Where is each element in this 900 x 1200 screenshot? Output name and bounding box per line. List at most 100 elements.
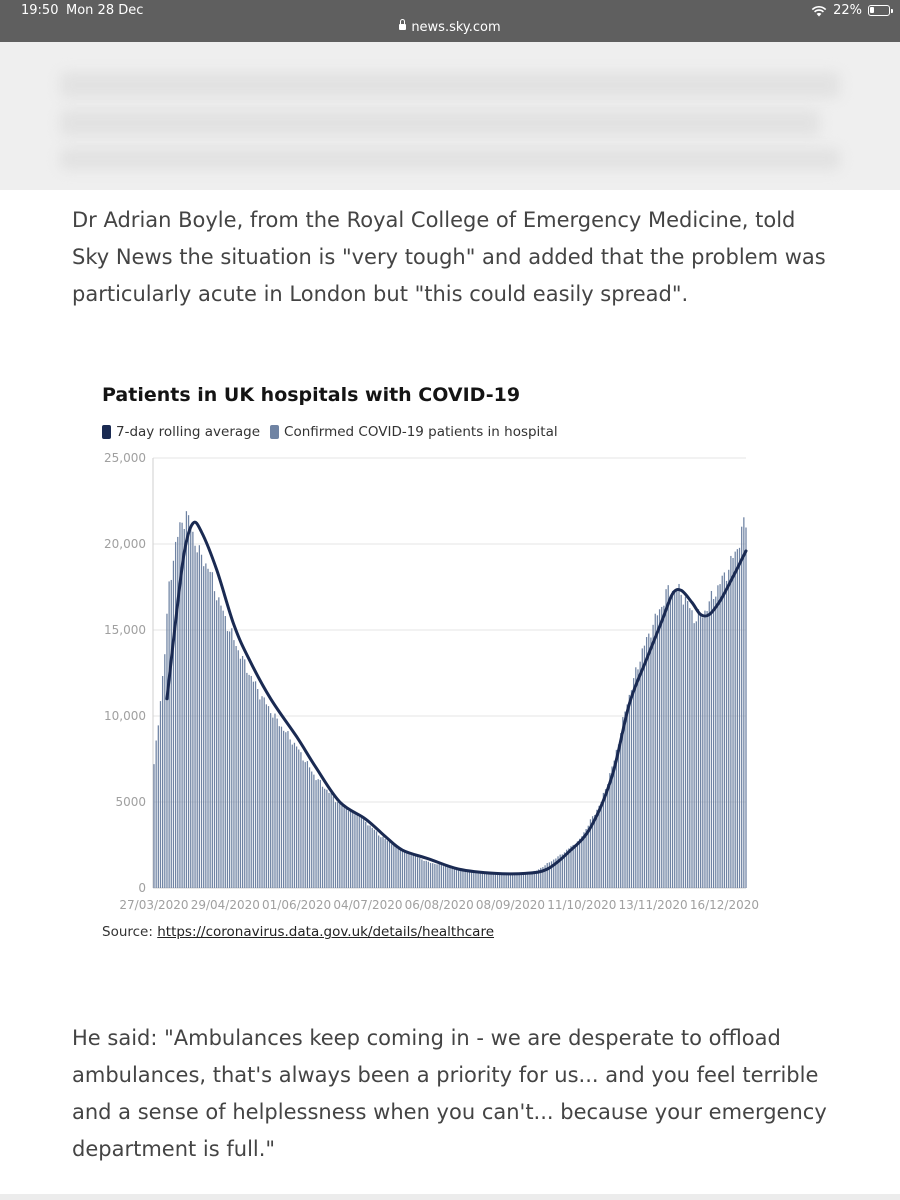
bar (455, 868, 458, 888)
bar (384, 838, 386, 888)
bar (213, 591, 216, 888)
bar (285, 732, 287, 888)
bar (187, 515, 190, 888)
wifi-icon (811, 5, 827, 16)
bar (218, 597, 220, 888)
bar (198, 545, 200, 888)
bar (291, 744, 293, 888)
bar (706, 611, 708, 888)
status-indicators: 22% (811, 3, 893, 18)
bar (550, 861, 553, 888)
bar (241, 656, 244, 888)
bar (725, 580, 728, 888)
bar (738, 547, 741, 888)
bar (620, 733, 622, 888)
bar (425, 860, 427, 888)
bar (559, 854, 561, 888)
bar (194, 545, 196, 888)
bar (540, 867, 542, 888)
bar (715, 596, 717, 888)
bar (231, 628, 233, 888)
bar (259, 699, 261, 888)
legend-label-patients: Confirmed COVID-19 patients in hospital (284, 424, 558, 440)
bar (712, 599, 715, 888)
bar (352, 810, 354, 888)
bar (304, 762, 306, 888)
bar (557, 856, 559, 888)
bar (648, 633, 650, 888)
bar (468, 870, 471, 888)
bar (386, 840, 388, 888)
bar (641, 648, 643, 888)
bar (499, 873, 501, 888)
bar (432, 863, 434, 888)
bar (615, 749, 617, 888)
bar (710, 590, 713, 888)
bar (684, 596, 687, 888)
bar (183, 528, 185, 888)
bar (637, 669, 639, 888)
bar (643, 645, 646, 888)
bar (671, 590, 674, 888)
bar (222, 610, 224, 888)
bar (687, 601, 689, 888)
bar (410, 855, 412, 888)
bar (572, 844, 574, 888)
bar (380, 837, 382, 888)
bar (224, 616, 226, 888)
bar (568, 848, 570, 888)
x-tick-label: 04/07/2020 (333, 898, 402, 912)
bar (369, 825, 371, 888)
bar (263, 697, 265, 888)
y-tick-label: 25,000 (104, 451, 146, 465)
bar (373, 829, 376, 888)
bar (399, 849, 401, 888)
bar (466, 870, 468, 888)
bar (397, 847, 399, 888)
bar (680, 594, 682, 888)
bar (579, 838, 581, 888)
bar (501, 873, 503, 888)
bar (440, 865, 442, 888)
bar (524, 872, 527, 888)
bar (177, 536, 179, 888)
bar (153, 764, 155, 888)
bar (365, 821, 367, 888)
bar (745, 527, 747, 888)
address-bar[interactable]: news.sky.com (0, 18, 900, 35)
bar (598, 805, 600, 888)
bar (334, 802, 337, 888)
bar (332, 796, 334, 888)
bar (630, 690, 633, 888)
bar (723, 572, 726, 888)
bar (293, 742, 296, 888)
bar (736, 549, 738, 888)
bar (626, 704, 628, 888)
bar (375, 831, 378, 888)
bar (555, 858, 557, 888)
bar (172, 560, 175, 888)
bar (490, 872, 492, 888)
bar (339, 802, 341, 888)
chart-title: Patients in UK hospitals with COVID-19 (102, 384, 521, 406)
bar (583, 832, 585, 888)
battery-percent: 22% (833, 3, 862, 18)
y-tick-label: 10,000 (104, 709, 146, 723)
y-tick-label: 0 (138, 881, 146, 895)
bar (233, 640, 235, 888)
bar (274, 713, 276, 888)
bar (343, 805, 345, 888)
source-link[interactable]: https://coronavirus.data.gov.uk/details/… (157, 924, 495, 940)
bar (349, 808, 352, 888)
bar (697, 609, 700, 888)
x-tick-label: 01/06/2020 (262, 898, 331, 912)
bar (272, 717, 274, 888)
bar (613, 760, 615, 888)
bar (164, 654, 166, 888)
bar (302, 760, 304, 888)
bar (645, 637, 648, 888)
bar (591, 816, 594, 888)
bar (254, 681, 257, 888)
bar (553, 859, 555, 888)
bar (246, 672, 248, 888)
